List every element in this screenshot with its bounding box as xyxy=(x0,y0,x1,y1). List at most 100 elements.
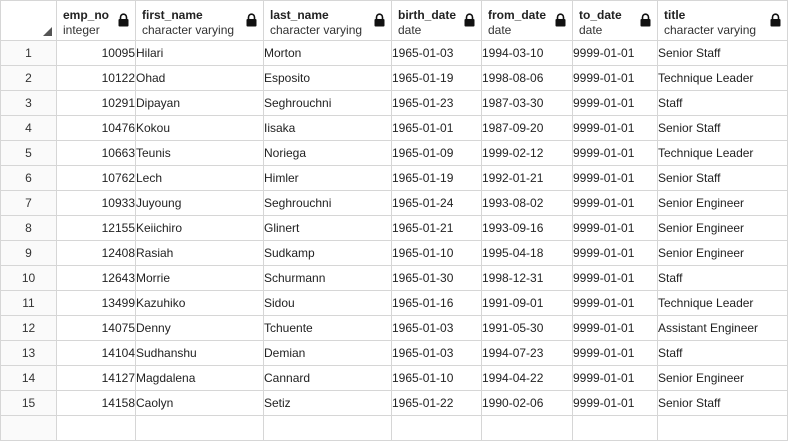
cell-from-date[interactable]: 1991-09-01 xyxy=(481,290,573,316)
cell-birth-date[interactable]: 1965-01-03 xyxy=(391,315,482,341)
cell-emp-no[interactable]: 13499 xyxy=(56,290,136,316)
cell-last-name[interactable]: Cannard xyxy=(263,365,392,391)
cell-first-name[interactable]: Juyoung xyxy=(135,190,264,216)
table-row[interactable]: 3 10291 Dipayan Seghrouchni 1965-01-23 1987-0… xyxy=(0,90,788,116)
row-number[interactable]: 9 xyxy=(0,240,57,266)
cell-emp-no[interactable]: 14158 xyxy=(56,390,136,416)
cell-title[interactable]: Technique Leader xyxy=(657,290,788,316)
select-all-corner[interactable] xyxy=(0,0,57,41)
cell-title[interactable]: Staff xyxy=(657,340,788,366)
cell-first-name[interactable]: Denny xyxy=(135,315,264,341)
cell-birth-date[interactable]: 1965-01-10 xyxy=(391,365,482,391)
cell-emp-no[interactable]: 10476 xyxy=(56,115,136,141)
cell-last-name[interactable]: Demian xyxy=(263,340,392,366)
table-row[interactable]: 12 14075 Denny Tchuente 1965-01-03 1991-05-30… xyxy=(0,315,788,341)
table-row[interactable]: 9 12408 Rasiah Sudkamp 1965-01-10 1995-04-18 9… xyxy=(0,240,788,266)
cell-to-date[interactable]: 9999-01-01 xyxy=(572,190,658,216)
cell-emp-no[interactable]: 12408 xyxy=(56,240,136,266)
cell-title[interactable]: Senior Staff xyxy=(657,115,788,141)
cell-last-name[interactable]: Iisaka xyxy=(263,115,392,141)
cell-title[interactable]: Senior Engineer xyxy=(657,365,788,391)
cell-from-date[interactable]: 1991-05-30 xyxy=(481,315,573,341)
cell-emp-no[interactable]: 12643 xyxy=(56,265,136,291)
cell-title[interactable]: Technique Leader xyxy=(657,65,788,91)
cell-first-name[interactable]: Rasiah xyxy=(135,240,264,266)
cell-title[interactable]: Senior Staff xyxy=(657,40,788,66)
cell-last-name[interactable]: Himler xyxy=(263,165,392,191)
cell-title[interactable]: Senior Staff xyxy=(657,165,788,191)
table-row[interactable]: 1 10095 Hilari Morton 1965-01-03 1994-03-10 99… xyxy=(0,40,788,66)
cell-title[interactable]: Senior Engineer xyxy=(657,240,788,266)
row-number[interactable]: 11 xyxy=(0,290,57,316)
cell-birth-date[interactable]: 1965-01-09 xyxy=(391,140,482,166)
row-number[interactable]: 15 xyxy=(0,390,57,416)
cell-to-date[interactable]: 9999-01-01 xyxy=(572,215,658,241)
cell-last-name[interactable]: Esposito xyxy=(263,65,392,91)
cell-emp-no[interactable]: 12155 xyxy=(56,215,136,241)
cell-last-name[interactable]: Glinert xyxy=(263,215,392,241)
cell-to-date[interactable]: 9999-01-01 xyxy=(572,315,658,341)
cell-to-date[interactable]: 9999-01-01 xyxy=(572,140,658,166)
cell-last-name[interactable]: Tchuente xyxy=(263,315,392,341)
cell-to-date[interactable]: 9999-01-01 xyxy=(572,340,658,366)
cell-emp-no[interactable]: 14104 xyxy=(56,340,136,366)
cell-to-date[interactable]: 9999-01-01 xyxy=(572,390,658,416)
column-header-birth-date[interactable]: birth_date date xyxy=(391,0,482,41)
cell-to-date[interactable]: 9999-01-01 xyxy=(572,240,658,266)
column-header-title[interactable]: title character varying xyxy=(657,0,788,41)
cell-to-date[interactable]: 9999-01-01 xyxy=(572,365,658,391)
row-number[interactable]: 1 xyxy=(0,40,57,66)
cell-birth-date[interactable]: 1965-01-23 xyxy=(391,90,482,116)
table-row[interactable]: 6 10762 Lech Himler 1965-01-19 1992-01-21 9999… xyxy=(0,165,788,191)
cell-birth-date[interactable]: 1965-01-10 xyxy=(391,240,482,266)
cell-emp-no[interactable]: 14127 xyxy=(56,365,136,391)
row-number[interactable]: 13 xyxy=(0,340,57,366)
cell-from-date[interactable]: 1994-07-23 xyxy=(481,340,573,366)
cell-birth-date[interactable]: 1965-01-19 xyxy=(391,65,482,91)
cell-title[interactable]: Senior Engineer xyxy=(657,190,788,216)
table-row[interactable]: 10 12643 Morrie Schurmann 1965-01-30 1998-12-… xyxy=(0,265,788,291)
table-row[interactable]: 14 14127 Magdalena Cannard 1965-01-10 1994-04… xyxy=(0,365,788,391)
cell-from-date[interactable]: 1993-08-02 xyxy=(481,190,573,216)
cell-to-date[interactable]: 9999-01-01 xyxy=(572,65,658,91)
cell-last-name[interactable]: Seghrouchni xyxy=(263,190,392,216)
cell-birth-date[interactable]: 1965-01-03 xyxy=(391,40,482,66)
cell-last-name[interactable]: Sidou xyxy=(263,290,392,316)
cell-birth-date[interactable]: 1965-01-03 xyxy=(391,340,482,366)
cell-first-name[interactable]: Kokou xyxy=(135,115,264,141)
cell-from-date[interactable]: 1994-04-22 xyxy=(481,365,573,391)
cell-first-name[interactable]: Dipayan xyxy=(135,90,264,116)
row-number[interactable]: 12 xyxy=(0,315,57,341)
cell-emp-no[interactable]: 10291 xyxy=(56,90,136,116)
table-row[interactable]: 11 13499 Kazuhiko Sidou 1965-01-16 1991-09-01… xyxy=(0,290,788,316)
cell-birth-date[interactable]: 1965-01-16 xyxy=(391,290,482,316)
cell-from-date[interactable]: 1987-09-20 xyxy=(481,115,573,141)
cell-first-name[interactable]: Magdalena xyxy=(135,365,264,391)
cell-to-date[interactable]: 9999-01-01 xyxy=(572,90,658,116)
cell-first-name[interactable]: Sudhanshu xyxy=(135,340,264,366)
cell-birth-date[interactable]: 1965-01-21 xyxy=(391,215,482,241)
cell-last-name[interactable]: Sudkamp xyxy=(263,240,392,266)
cell-first-name[interactable]: Kazuhiko xyxy=(135,290,264,316)
table-row[interactable]: 4 10476 Kokou Iisaka 1965-01-01 1987-09-20 999… xyxy=(0,115,788,141)
cell-emp-no[interactable]: 14075 xyxy=(56,315,136,341)
cell-title[interactable]: Senior Staff xyxy=(657,390,788,416)
row-number[interactable]: 7 xyxy=(0,190,57,216)
cell-birth-date[interactable]: 1965-01-19 xyxy=(391,165,482,191)
cell-emp-no[interactable]: 10933 xyxy=(56,190,136,216)
cell-emp-no[interactable]: 10122 xyxy=(56,65,136,91)
table-row[interactable]: 13 14104 Sudhanshu Demian 1965-01-03 1994-07-… xyxy=(0,340,788,366)
column-header-last-name[interactable]: last_name character varying xyxy=(263,0,392,41)
cell-from-date[interactable]: 1998-12-31 xyxy=(481,265,573,291)
cell-birth-date[interactable]: 1965-01-24 xyxy=(391,190,482,216)
cell-to-date[interactable]: 9999-01-01 xyxy=(572,40,658,66)
cell-first-name[interactable]: Lech xyxy=(135,165,264,191)
cell-first-name[interactable]: Morrie xyxy=(135,265,264,291)
cell-birth-date[interactable]: 1965-01-30 xyxy=(391,265,482,291)
cell-title[interactable]: Staff xyxy=(657,90,788,116)
cell-to-date[interactable]: 9999-01-01 xyxy=(572,290,658,316)
cell-title[interactable]: Technique Leader xyxy=(657,140,788,166)
row-number[interactable]: 10 xyxy=(0,265,57,291)
cell-emp-no[interactable]: 10095 xyxy=(56,40,136,66)
cell-last-name[interactable]: Schurmann xyxy=(263,265,392,291)
